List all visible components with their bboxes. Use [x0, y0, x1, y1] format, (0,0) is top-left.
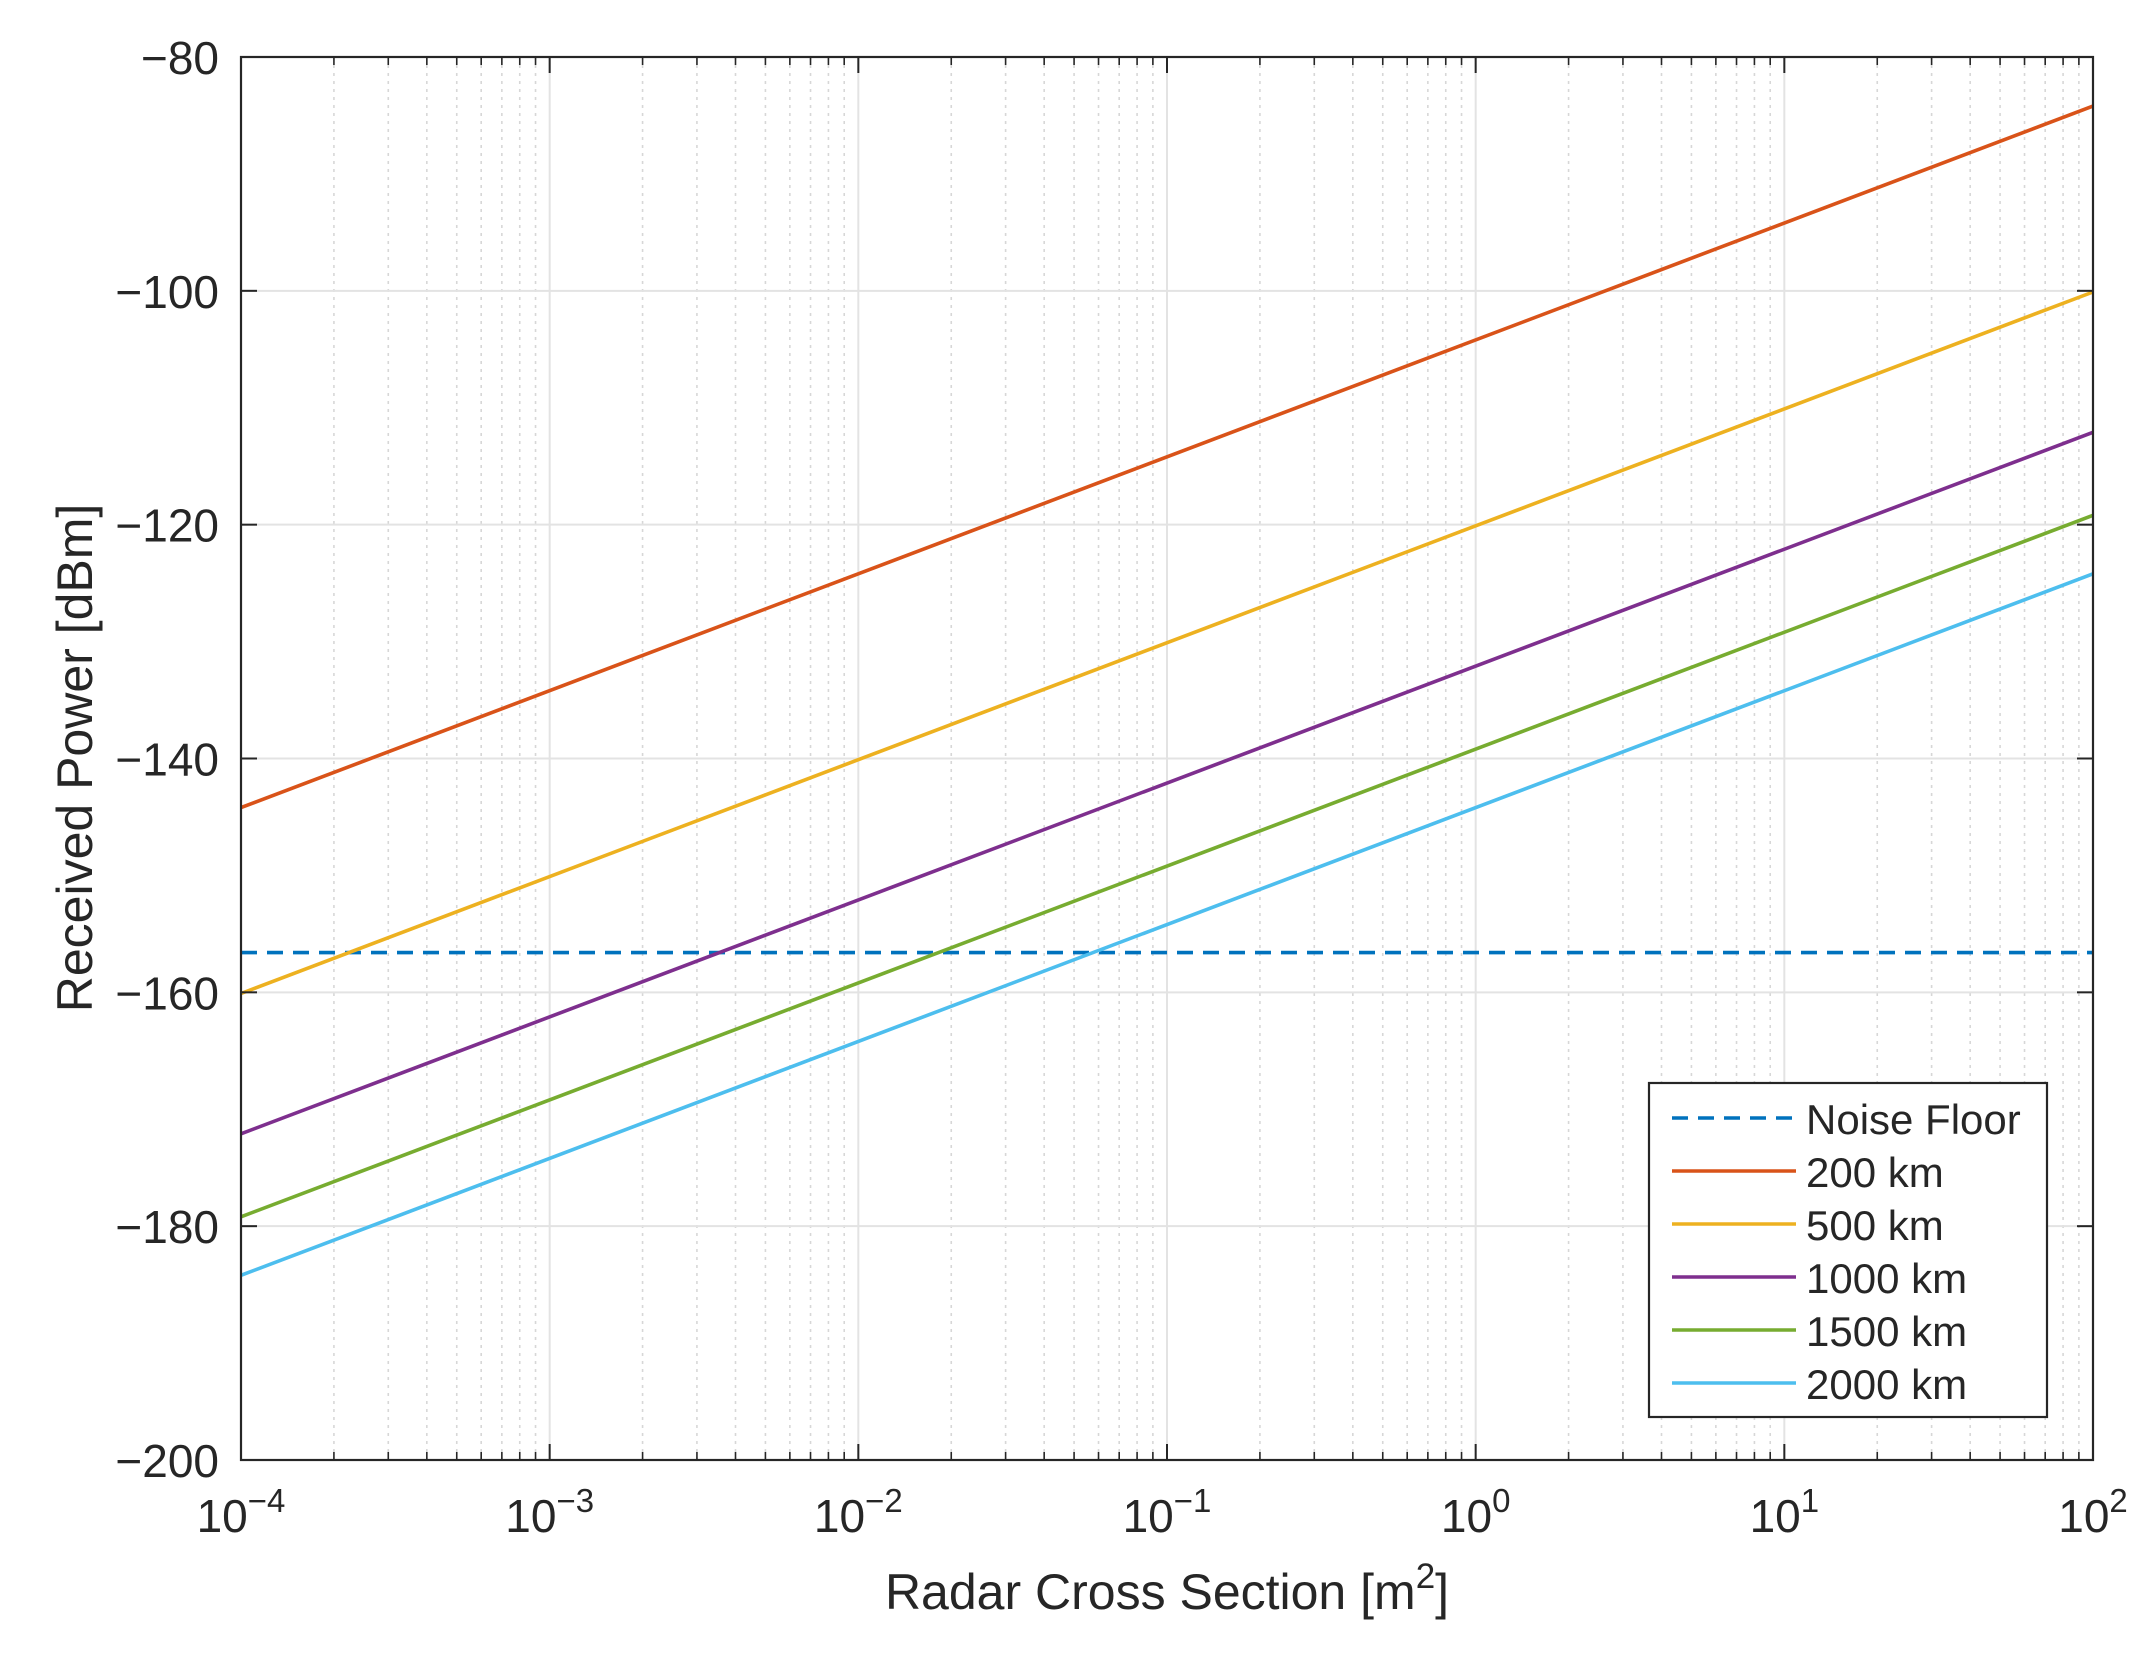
- x-tick-label-exponent: −1: [1174, 1482, 1212, 1519]
- x-tick-label-base: 10: [1441, 1490, 1492, 1542]
- y-tick-labels: −80 −100 −120 −140 −160 −180 −200: [115, 32, 219, 1487]
- x-tick-label: 10−2: [814, 1482, 903, 1542]
- legend: Noise Floor 200 km 500 km 1000 km 1500 km 200…: [1647, 1081, 2049, 1419]
- y-axis-label: Received Power [dBm]: [47, 504, 103, 1013]
- x-tick-label: 10−1: [1123, 1482, 1212, 1542]
- series-line: [240, 430, 2094, 1136]
- x-tick-label-base: 10: [814, 1490, 865, 1542]
- y-tick-label: −100: [115, 266, 219, 318]
- legend-label: 1500 km: [1806, 1308, 1967, 1355]
- x-axis-label: Radar Cross Section [m2]: [885, 1557, 1449, 1620]
- x-axis-label-suffix: ]: [1435, 1564, 1449, 1620]
- y-tick-label: −200: [115, 1435, 219, 1487]
- x-tick-label-base: 10: [1750, 1490, 1801, 1542]
- x-tick-label-base: 10: [505, 1490, 556, 1542]
- legend-label: 1000 km: [1806, 1255, 1967, 1302]
- x-tick-labels: 10−4 10−3 10−2 10−1 100 101 102: [197, 1482, 2128, 1542]
- y-tick-label: −160: [115, 967, 219, 1019]
- legend-label: 200 km: [1806, 1149, 1944, 1196]
- x-axis-label-superscript: 2: [1416, 1557, 1435, 1596]
- legend-label: Noise Floor: [1806, 1096, 2021, 1143]
- y-tick-label: −140: [115, 734, 219, 786]
- y-tick-label: −80: [141, 32, 219, 84]
- x-tick-label: 102: [2058, 1482, 2128, 1542]
- x-tick-label-exponent: 0: [1492, 1482, 1510, 1519]
- y-tick-label: −180: [115, 1201, 219, 1253]
- series-line: [240, 290, 2094, 996]
- x-tick-label-base: 10: [2058, 1490, 2109, 1542]
- x-tick-label: 101: [1750, 1482, 1820, 1542]
- series-line: [240, 513, 2094, 1219]
- x-tick-label: 10−4: [197, 1482, 286, 1542]
- x-axis-label-text: Radar Cross Section [m: [885, 1564, 1416, 1620]
- x-tick-label: 100: [1441, 1482, 1511, 1542]
- x-tick-label-exponent: 2: [2109, 1482, 2127, 1519]
- x-tick-label-exponent: −4: [248, 1482, 286, 1519]
- series-line: [240, 572, 2094, 1277]
- x-tick-label-exponent: −2: [865, 1482, 903, 1519]
- x-tick-label-base: 10: [1123, 1490, 1174, 1542]
- ticks-layer: [240, 56, 2094, 1461]
- x-tick-label: 10−3: [505, 1482, 594, 1542]
- legend-box: [1647, 1081, 2049, 1419]
- x-tick-label-exponent: 1: [1801, 1482, 1819, 1519]
- x-tick-label-exponent: −3: [556, 1482, 594, 1519]
- series-line: [240, 104, 2094, 810]
- legend-label: 2000 km: [1806, 1361, 1967, 1408]
- legend-label: 500 km: [1806, 1202, 1944, 1249]
- series-layer: [240, 104, 2094, 1277]
- y-tick-label: −120: [115, 500, 219, 552]
- x-tick-label-base: 10: [197, 1490, 248, 1542]
